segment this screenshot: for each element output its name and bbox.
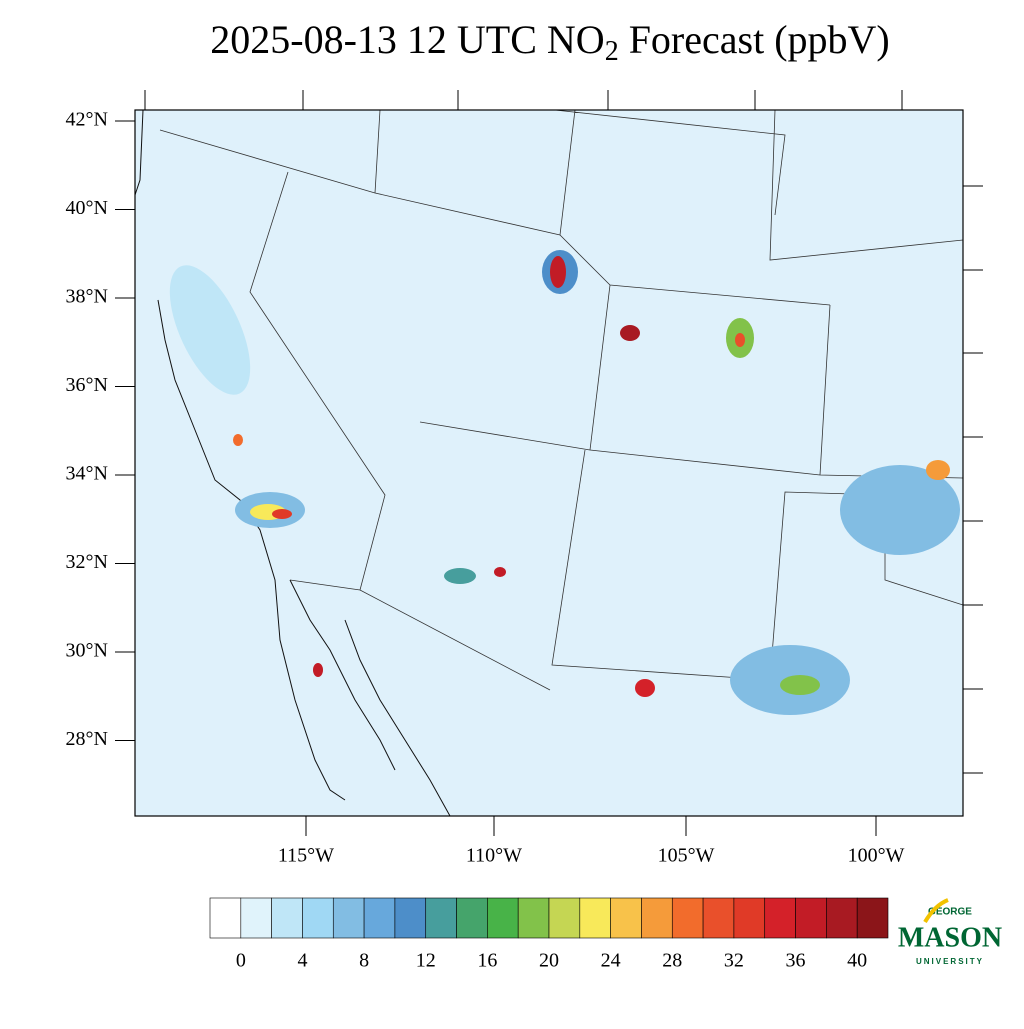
plume — [620, 325, 640, 341]
logo-text: MASON — [898, 922, 1002, 953]
lat-label: 34°N — [66, 463, 108, 485]
colorbar-box — [271, 897, 303, 939]
colorbar-box — [517, 897, 550, 939]
colorbar-box — [795, 897, 827, 939]
logo-text: UNIVERSITY — [916, 957, 984, 966]
lon-label: 100°W — [848, 845, 905, 867]
lat-label: 36°N — [66, 374, 108, 396]
colorbar-box — [363, 897, 396, 939]
colorbar-box — [487, 897, 519, 939]
colorbar-box — [425, 897, 457, 939]
logo-text: GEORGE — [928, 907, 972, 918]
logo: GEORGE MASON UNIVERSITY — [898, 898, 1002, 966]
plume — [272, 509, 292, 519]
plume — [313, 663, 323, 677]
coastline — [134, 109, 451, 817]
plume — [635, 679, 655, 697]
colorbar-box — [641, 897, 673, 939]
colorbar-label: 4 — [297, 950, 307, 972]
colorbar-box — [733, 897, 766, 939]
logo-swoosh — [923, 898, 949, 924]
plume — [233, 434, 243, 446]
colorbar-label: 8 — [359, 950, 369, 972]
colorbar-label: 28 — [662, 950, 682, 972]
lat-label: 38°N — [66, 286, 108, 308]
colorbar-label: 36 — [786, 950, 806, 972]
colorbar-box — [856, 897, 889, 939]
map-background — [135, 110, 963, 816]
colorbar-label: 32 — [724, 950, 744, 972]
colorbar-box — [548, 897, 581, 939]
colorbar-box — [764, 897, 796, 939]
lon-label: 110°W — [466, 845, 522, 867]
colorbar-box — [332, 897, 365, 939]
title-text: Forecast (ppbV) — [619, 17, 890, 62]
map-frame — [134, 109, 964, 817]
plume — [780, 675, 820, 695]
plume — [494, 567, 506, 577]
lat-label: 42°N — [66, 109, 108, 131]
colorbar-box — [456, 897, 488, 939]
lat-label: 28°N — [66, 728, 108, 750]
plume — [169, 265, 251, 395]
colorbar-box — [702, 897, 735, 939]
colorbar-label: 24 — [601, 950, 621, 972]
lon-label: 115°W — [278, 845, 334, 867]
colorbar-box — [579, 897, 611, 939]
state-border — [159, 109, 964, 691]
map-title: 2025-08-13 12 UTC NO2 Forecast (ppbV) — [210, 17, 889, 67]
colorbar-box — [610, 897, 642, 939]
colorbar-box — [209, 897, 242, 939]
no2-plumes — [169, 250, 960, 715]
colorbar-label: 12 — [416, 950, 436, 972]
plume — [735, 333, 745, 347]
map — [134, 109, 964, 817]
colorbar-box — [240, 897, 272, 939]
colorbar-box — [826, 897, 858, 939]
plume — [926, 460, 950, 480]
lon-label: 105°W — [658, 845, 715, 867]
title-text: 2025-08-13 12 UTC NO — [210, 17, 604, 62]
colorbar-label: 16 — [477, 950, 497, 972]
colorbar-box — [671, 897, 704, 939]
colorbar-label: 20 — [539, 950, 559, 972]
colorbar-label: 0 — [236, 950, 246, 972]
plume — [840, 465, 960, 555]
plume — [444, 568, 476, 584]
lat-label: 30°N — [66, 640, 108, 662]
plume — [550, 256, 566, 288]
colorbar-box — [394, 897, 427, 939]
lat-label: 40°N — [66, 197, 108, 219]
colorbar-box — [302, 897, 334, 939]
title-subscript: 2 — [605, 36, 619, 67]
colorbar-label: 40 — [847, 950, 867, 972]
lat-label: 32°N — [66, 551, 108, 573]
